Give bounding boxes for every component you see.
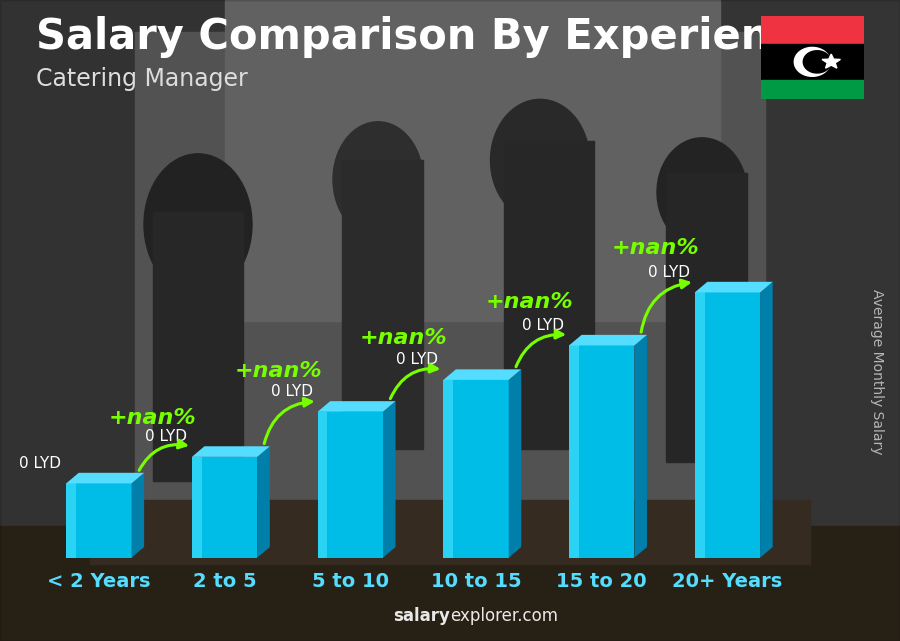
Polygon shape bbox=[257, 446, 270, 558]
Text: +nan%: +nan% bbox=[486, 292, 573, 312]
Ellipse shape bbox=[333, 122, 423, 237]
Bar bbox=[318, 412, 328, 558]
Text: Average Monthly Salary: Average Monthly Salary bbox=[870, 289, 885, 454]
Polygon shape bbox=[383, 401, 395, 558]
Text: 0 LYD: 0 LYD bbox=[648, 265, 689, 279]
Bar bbox=[760, 80, 864, 99]
Text: +nan%: +nan% bbox=[611, 238, 699, 258]
Text: explorer.com: explorer.com bbox=[450, 607, 558, 625]
Bar bbox=[695, 292, 705, 558]
Bar bbox=[569, 345, 579, 558]
Polygon shape bbox=[508, 369, 521, 558]
Text: +nan%: +nan% bbox=[234, 362, 322, 381]
Ellipse shape bbox=[657, 138, 747, 247]
FancyBboxPatch shape bbox=[0, 0, 432, 641]
Bar bbox=[342, 160, 423, 449]
Bar bbox=[760, 44, 864, 80]
Text: Salary Comparison By Experience: Salary Comparison By Experience bbox=[36, 16, 824, 58]
Bar bbox=[0, 526, 900, 641]
Bar bbox=[135, 32, 765, 577]
Ellipse shape bbox=[491, 99, 590, 221]
Bar bbox=[444, 380, 508, 558]
Bar bbox=[569, 345, 634, 558]
Bar bbox=[444, 380, 453, 558]
Polygon shape bbox=[695, 282, 773, 292]
Bar bbox=[504, 141, 594, 449]
Bar bbox=[153, 212, 243, 481]
Polygon shape bbox=[444, 369, 521, 380]
Text: 0 LYD: 0 LYD bbox=[396, 352, 438, 367]
Polygon shape bbox=[318, 401, 395, 412]
Bar bbox=[760, 16, 864, 44]
Polygon shape bbox=[822, 54, 841, 68]
Bar bbox=[666, 173, 747, 462]
Polygon shape bbox=[67, 473, 144, 483]
Bar bbox=[192, 457, 257, 558]
Text: 0 LYD: 0 LYD bbox=[19, 456, 61, 470]
Text: salary: salary bbox=[393, 607, 450, 625]
Polygon shape bbox=[192, 446, 270, 457]
Text: Catering Manager: Catering Manager bbox=[36, 67, 248, 91]
Ellipse shape bbox=[144, 154, 252, 295]
Text: +nan%: +nan% bbox=[360, 328, 447, 348]
Text: 0 LYD: 0 LYD bbox=[522, 318, 564, 333]
FancyBboxPatch shape bbox=[468, 0, 900, 641]
Bar bbox=[67, 483, 76, 558]
Bar bbox=[318, 412, 383, 558]
Bar bbox=[192, 457, 202, 558]
Text: 0 LYD: 0 LYD bbox=[271, 384, 312, 399]
Polygon shape bbox=[795, 47, 830, 76]
Bar bbox=[67, 483, 131, 558]
Polygon shape bbox=[569, 335, 647, 345]
Polygon shape bbox=[634, 335, 647, 558]
Bar bbox=[90, 500, 810, 564]
Polygon shape bbox=[804, 51, 831, 73]
Bar bbox=[695, 292, 760, 558]
Text: +nan%: +nan% bbox=[109, 408, 196, 428]
Polygon shape bbox=[131, 473, 144, 558]
Bar bbox=[225, 0, 720, 320]
Text: 0 LYD: 0 LYD bbox=[145, 429, 187, 444]
Polygon shape bbox=[760, 282, 773, 558]
